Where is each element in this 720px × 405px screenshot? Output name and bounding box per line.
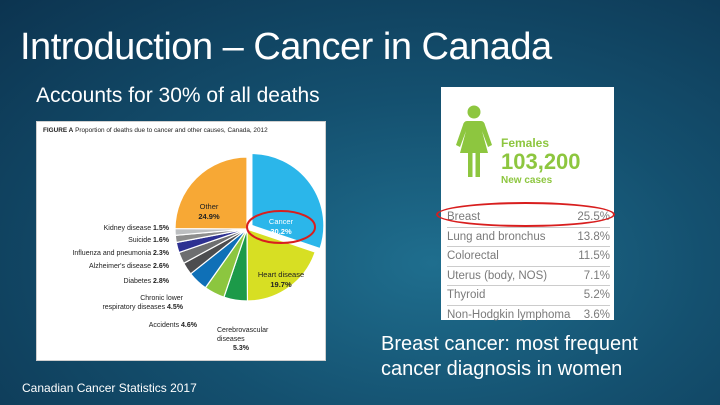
slice-name: Kidney disease 1.5% [104, 225, 170, 232]
site-name: Non-Hodgkin lymphoma [447, 308, 571, 321]
table-row: Colorectal 11.5% [447, 246, 610, 267]
site-name: Thyroid [447, 285, 576, 306]
slice-name: Heart disease [258, 270, 304, 279]
slice-label: Accidents 4.6% [149, 322, 198, 329]
slice-value: 30.2% [270, 227, 292, 236]
site-percent: 7.1% [575, 266, 610, 286]
figure-caption-label: FIGURE A [43, 127, 74, 134]
table-row: Thyroid 5.2% [447, 285, 610, 306]
slice-label: Suicide 1.6% [128, 237, 170, 244]
slide-subtitle: Accounts for 30% of all deaths [36, 84, 320, 107]
source-citation: Canadian Cancer Statistics 2017 [22, 381, 197, 395]
females-label: Females [501, 136, 550, 150]
slice-name: diseases [217, 336, 245, 343]
female-figure-icon [456, 105, 492, 177]
site-name: Colorectal [447, 246, 576, 267]
slice-label: Chronic lower respiratory diseases 4.5% [102, 295, 183, 311]
slice-name: Accidents 4.6% [149, 322, 198, 329]
site-name: Lung and bronchus [447, 227, 576, 247]
site-percent: 3.6% [583, 308, 610, 321]
slice-label: Influenza and pneumonia 2.3% [72, 250, 169, 257]
takeaway-line-2: cancer diagnosis in women [381, 358, 623, 380]
slice-label: Diabetes 2.8% [123, 278, 169, 285]
slice-value: 5.3% [233, 345, 250, 352]
slice-name: respiratory diseases 4.5% [102, 304, 183, 311]
slice-name: Diabetes 2.8% [123, 278, 169, 285]
cancer-highlight-ellipse [246, 210, 316, 244]
slice-value: 19.7% [270, 280, 292, 289]
site-percent: 13.8% [575, 227, 610, 247]
figure-caption-text: Proportion of deaths due to cancer and o… [75, 127, 268, 134]
slice-name: Suicide 1.6% [128, 237, 170, 244]
new-cases-label: New cases [501, 175, 553, 186]
site-name: Uterus (body, NOS) [447, 266, 576, 286]
slice-name: Chronic lower [140, 295, 183, 302]
figure-card: FIGURE A Proportion of deaths due to can… [36, 121, 326, 361]
slice-name: Cancer [269, 217, 294, 226]
slide-title: Introduction – Cancer in Canada [20, 26, 552, 68]
site-percent: 5.2% [575, 285, 610, 306]
table-row: Uterus (body, NOS) 7.1% [447, 266, 610, 286]
slice-name: Alzheimer's disease 2.6% [89, 263, 170, 270]
pie-slice [174, 156, 248, 230]
takeaway-line-1: Breast cancer: most frequent [381, 333, 638, 355]
site-percent: 11.5% [575, 246, 610, 267]
pie-slice [246, 228, 316, 302]
slice-name: Influenza and pneumonia 2.3% [72, 250, 169, 257]
table-row: Lung and bronchus 13.8% [447, 227, 610, 247]
slice-label: Cerebrovascular diseases 5.3% [217, 327, 269, 352]
figure-caption: FIGURE A Proportion of deaths due to can… [43, 127, 321, 134]
pie-slice [251, 152, 325, 250]
table-row: Non-Hodgkin lymphoma 3.6% [447, 305, 610, 324]
females-count: 103,200 [501, 149, 581, 174]
takeaway-text: Breast cancer: most frequent cancer diag… [381, 332, 638, 382]
slice-label: Alzheimer's disease 2.6% [89, 263, 170, 270]
slice-label: Kidney disease 1.5% [104, 225, 170, 232]
slice-name: Cerebrovascular [217, 327, 269, 334]
slice-name: Other [200, 202, 219, 211]
breast-highlight-ellipse [436, 202, 615, 227]
slice-value: 24.9% [198, 212, 220, 221]
